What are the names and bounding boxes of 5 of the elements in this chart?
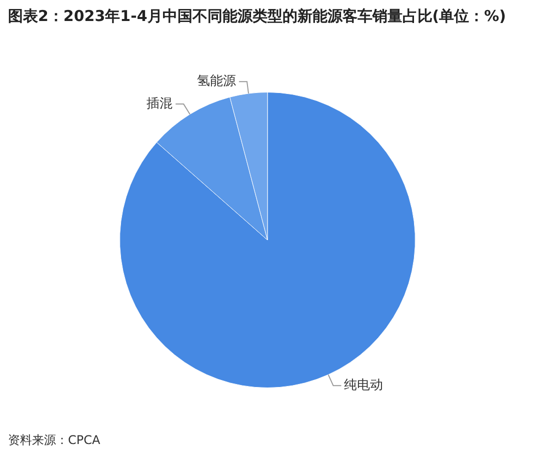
slice-label: 氢能源 — [196, 74, 236, 89]
slice-label: 纯电动 — [344, 378, 384, 393]
chart-title: 图表2：2023年1-4月中国不同能源类型的新能源客车销量占比(单位：%) — [8, 6, 508, 27]
text: 资料来源：CPCA — [8, 432, 100, 449]
slice-label: 插混 — [146, 96, 173, 112]
